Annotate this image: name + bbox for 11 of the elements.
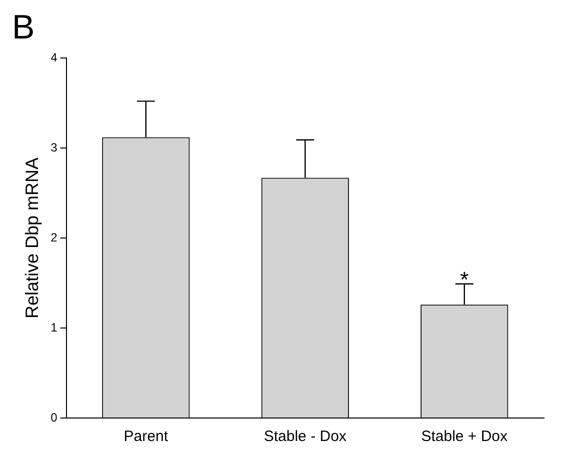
y-tick-label: 3 bbox=[50, 140, 58, 154]
y-tick-label: 4 bbox=[50, 50, 58, 64]
y-tick-label: 1 bbox=[50, 320, 58, 334]
x-tick-label: Stable + Dox bbox=[421, 428, 508, 446]
y-axis-title: Relative Dbp mRNA bbox=[22, 157, 42, 319]
text: B bbox=[12, 8, 35, 46]
x-tick-label: Parent bbox=[124, 428, 169, 446]
annotation: * bbox=[460, 266, 470, 292]
y-tick-label: 2 bbox=[50, 230, 58, 244]
y-tick-label: 0 bbox=[50, 410, 58, 424]
x-tick-label: Stable - Dox bbox=[264, 428, 347, 446]
